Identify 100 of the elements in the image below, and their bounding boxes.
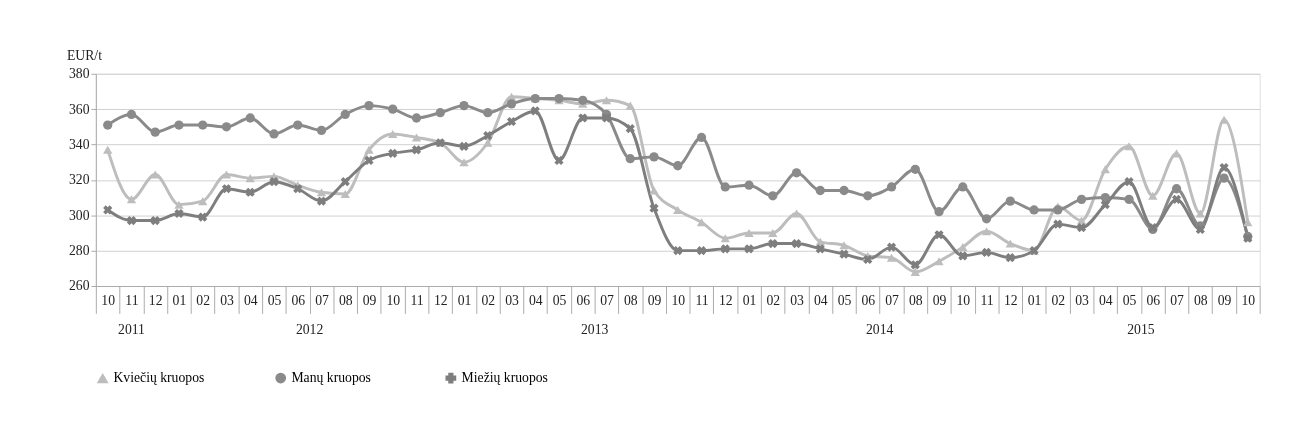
point bbox=[103, 120, 113, 130]
point bbox=[126, 109, 137, 120]
point bbox=[221, 170, 232, 179]
point bbox=[886, 242, 897, 252]
point bbox=[768, 191, 778, 201]
point bbox=[1053, 205, 1063, 215]
point bbox=[863, 191, 873, 201]
point bbox=[1076, 223, 1087, 233]
x-tick-label: 08 bbox=[908, 293, 923, 309]
point bbox=[483, 131, 493, 141]
x-tick-label: 02 bbox=[481, 293, 496, 309]
point bbox=[364, 145, 374, 154]
point bbox=[340, 109, 350, 120]
point bbox=[174, 208, 184, 219]
point bbox=[1171, 184, 1182, 194]
point bbox=[411, 113, 422, 123]
point bbox=[364, 155, 374, 166]
x-tick-label: 05 bbox=[837, 293, 852, 309]
point bbox=[981, 247, 992, 257]
point bbox=[1100, 200, 1110, 210]
point bbox=[649, 186, 659, 195]
text: 2013 bbox=[580, 321, 609, 337]
text: 2012 bbox=[295, 321, 324, 337]
x-tick-label: 11 bbox=[980, 293, 994, 309]
point bbox=[1124, 194, 1134, 204]
x-tick-label: 11 bbox=[410, 293, 424, 309]
point bbox=[221, 184, 232, 194]
x-tick-label: 08 bbox=[1193, 293, 1208, 309]
point bbox=[863, 254, 873, 265]
point bbox=[388, 148, 398, 158]
point bbox=[934, 257, 944, 266]
point bbox=[958, 243, 968, 252]
point bbox=[601, 96, 612, 105]
point bbox=[744, 228, 754, 237]
x-tick-label: 01 bbox=[172, 293, 187, 309]
point bbox=[1076, 194, 1087, 204]
point bbox=[530, 106, 540, 116]
point bbox=[435, 108, 445, 118]
point bbox=[720, 244, 730, 254]
point bbox=[1053, 219, 1063, 229]
point bbox=[483, 138, 493, 147]
point bbox=[673, 246, 683, 256]
point bbox=[673, 161, 683, 171]
x-tick-label: 11 bbox=[125, 293, 139, 309]
point bbox=[340, 190, 350, 199]
point bbox=[316, 125, 327, 136]
x-tick-label: 02 bbox=[766, 293, 781, 309]
point bbox=[245, 187, 255, 197]
point bbox=[601, 113, 612, 123]
x-tick-label: 09 bbox=[362, 293, 377, 309]
point bbox=[174, 120, 184, 130]
x-tick-label: 09 bbox=[1217, 293, 1232, 309]
point bbox=[910, 164, 920, 174]
point bbox=[150, 127, 160, 137]
point bbox=[316, 196, 327, 206]
x-tick-label: 03 bbox=[220, 293, 234, 309]
y-tick-label: 280 bbox=[68, 243, 90, 259]
point bbox=[316, 188, 327, 197]
point bbox=[744, 180, 754, 190]
point bbox=[744, 244, 754, 254]
x-tick-label: 04 bbox=[1098, 293, 1113, 309]
point bbox=[578, 113, 588, 123]
point bbox=[245, 174, 255, 183]
point bbox=[839, 185, 849, 196]
point bbox=[103, 205, 113, 215]
x-tick-label: 05 bbox=[552, 293, 567, 309]
point bbox=[459, 141, 469, 151]
point bbox=[839, 249, 849, 259]
point bbox=[1195, 209, 1205, 218]
point bbox=[126, 195, 137, 204]
x-tick-label: 05 bbox=[267, 293, 282, 309]
point bbox=[221, 122, 232, 132]
x-tick-label: 10 bbox=[101, 293, 116, 309]
legend-label: Manų kruopos bbox=[291, 369, 371, 385]
point bbox=[340, 177, 350, 187]
x-tick-label: 07 bbox=[1170, 293, 1185, 309]
x-tick-label: 04 bbox=[813, 293, 828, 309]
point bbox=[1029, 205, 1039, 215]
point bbox=[554, 155, 564, 166]
point bbox=[411, 145, 422, 155]
x-tick-label: 10 bbox=[956, 293, 971, 309]
x-tick-label: 03 bbox=[1075, 293, 1090, 309]
point bbox=[720, 182, 730, 192]
x-tick-label: 10 bbox=[1241, 293, 1256, 309]
legend-label: Miežių kruopos bbox=[461, 369, 548, 385]
point bbox=[506, 116, 517, 127]
point bbox=[1005, 253, 1015, 263]
point bbox=[198, 120, 208, 130]
point bbox=[696, 246, 707, 256]
point bbox=[198, 197, 208, 206]
point bbox=[886, 253, 897, 262]
point bbox=[506, 99, 517, 109]
x-tick-label: 12 bbox=[433, 293, 448, 309]
point bbox=[673, 205, 683, 214]
point bbox=[815, 185, 825, 196]
x-tick-label: 01 bbox=[457, 293, 472, 309]
x-tick-label: 04 bbox=[528, 293, 543, 309]
point bbox=[886, 182, 897, 192]
point bbox=[1219, 173, 1229, 183]
x-tick-label: 06 bbox=[1146, 293, 1161, 309]
